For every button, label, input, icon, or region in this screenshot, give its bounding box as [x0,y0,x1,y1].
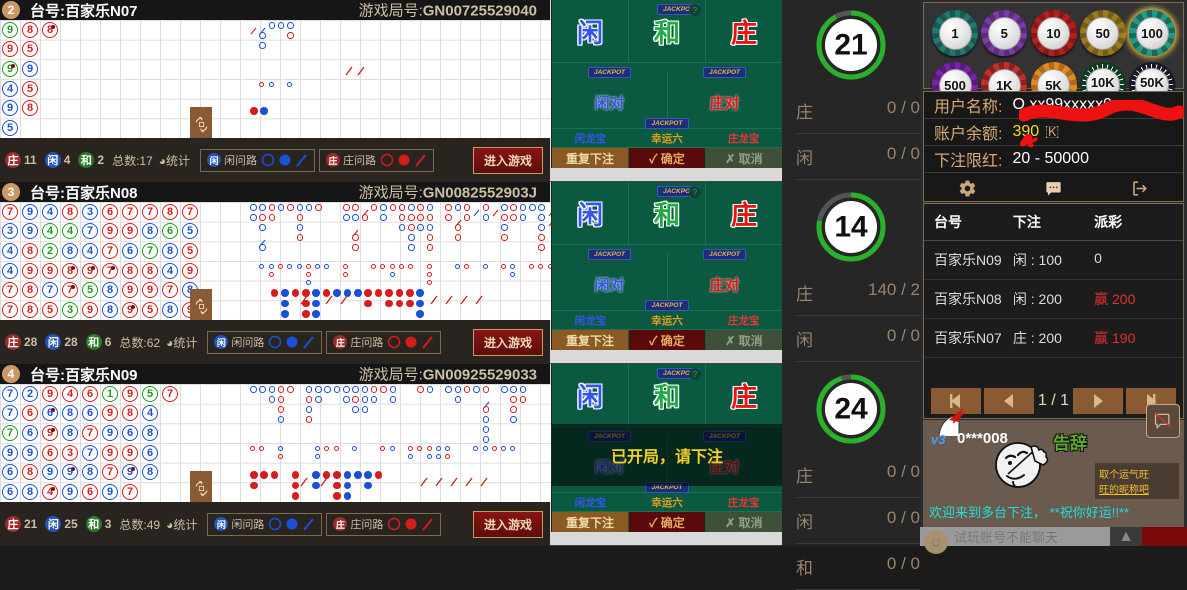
svg-text:21: 21 [834,29,867,62]
svg-text:24: 24 [834,393,868,426]
svg-text:14: 14 [834,211,868,244]
